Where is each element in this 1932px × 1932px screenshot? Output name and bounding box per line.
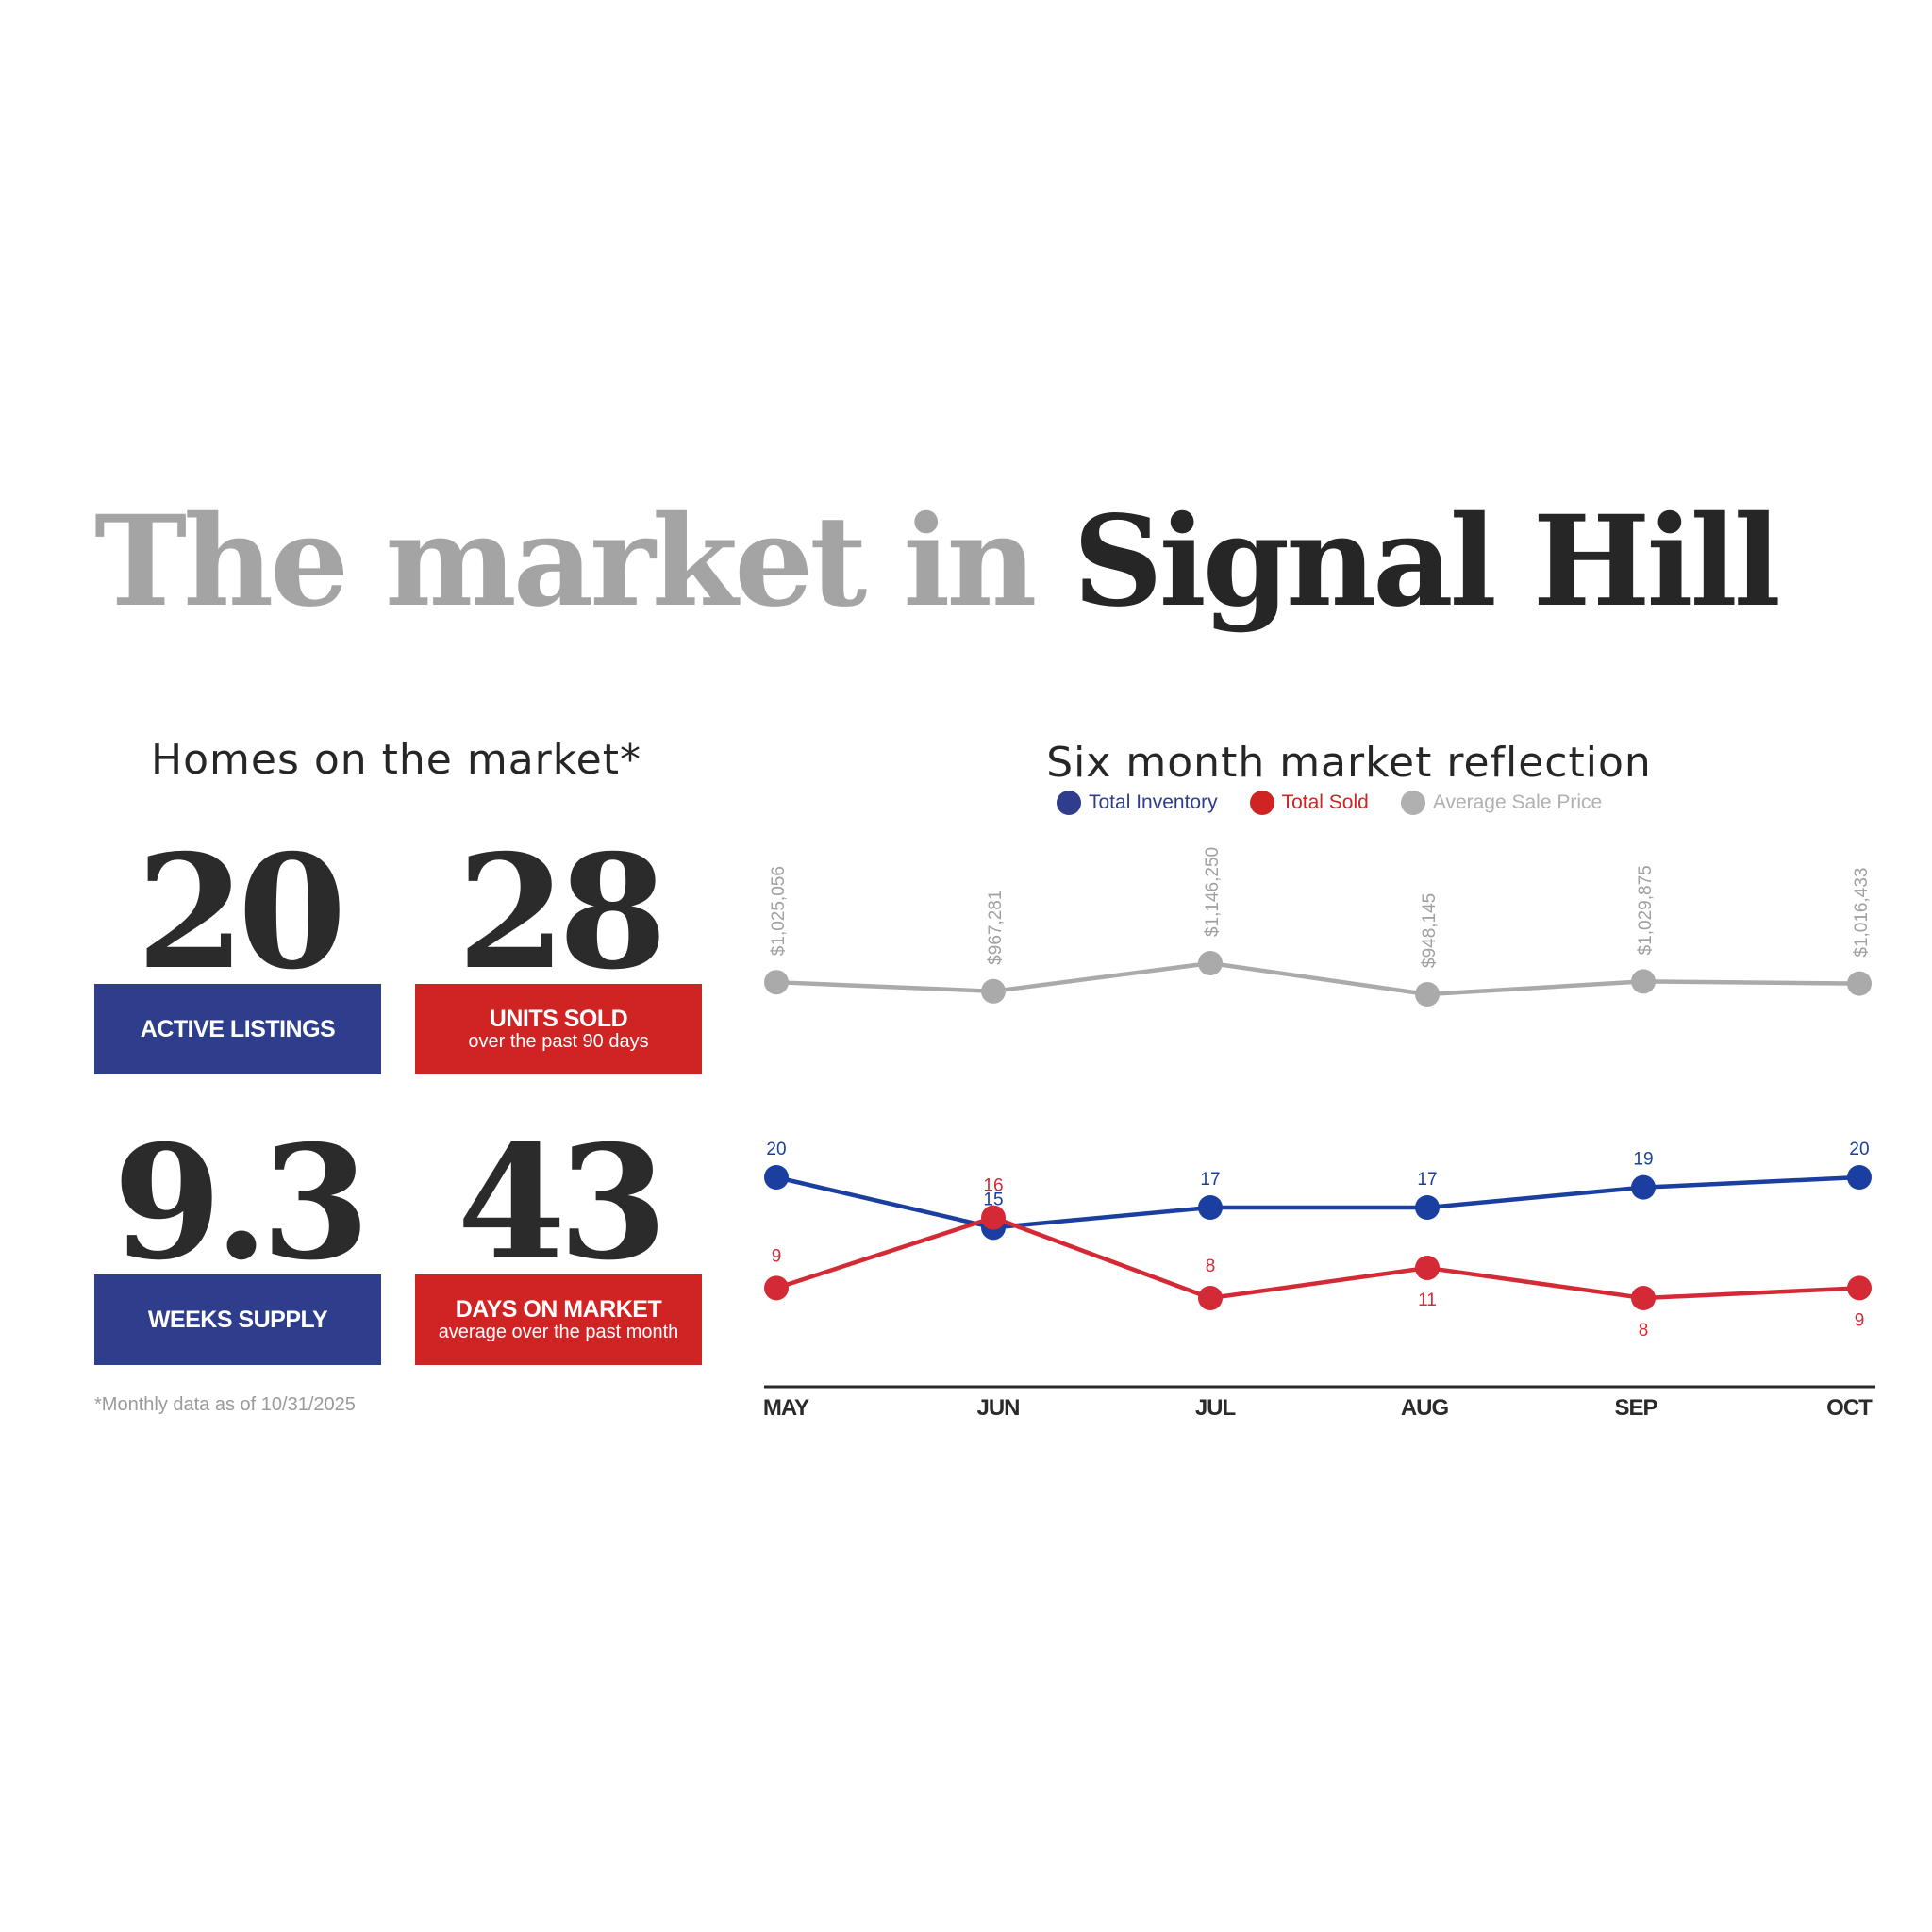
- legend-label: Average Sale Price: [1432, 791, 1603, 813]
- headline-prefix: The market in: [94, 489, 1037, 635]
- stat-label-box: ACTIVE LISTINGS: [94, 984, 381, 1074]
- x-tick-label: AUG: [1401, 1395, 1449, 1421]
- price-data-label: $1,016,433: [1852, 868, 1872, 958]
- x-tick-label: SEP: [1614, 1395, 1657, 1421]
- stat-label-box: UNITS SOLD over the past 90 days: [415, 984, 702, 1074]
- stat-active-listings: 20 ACTIVE LISTINGS: [94, 835, 381, 1074]
- legend-dot-icon: [1400, 791, 1425, 815]
- price-data-label: $1,146,250: [1203, 847, 1223, 937]
- sold-data-label: 8: [1206, 1257, 1216, 1276]
- x-tick-label: MAY: [763, 1395, 809, 1421]
- inventory-data-label: 17: [1417, 1170, 1437, 1190]
- price-data-label: $1,029,875: [1636, 865, 1656, 955]
- inventory-data-label: 17: [1200, 1170, 1220, 1190]
- headline-place: Signal Hill: [1073, 489, 1781, 635]
- stat-sublabel: average over the past month: [438, 1322, 679, 1343]
- legend-item-price: Average Sale Price: [1400, 791, 1603, 815]
- stat-value: 43: [457, 1111, 667, 1295]
- price-data-label: $1,025,056: [769, 866, 789, 956]
- x-tick-label: JUL: [1195, 1395, 1236, 1421]
- sold-data-label: 11: [1418, 1291, 1437, 1310]
- sold-data-label: 9: [1855, 1310, 1865, 1330]
- sold-data-label: 9: [772, 1246, 782, 1266]
- legend-dot-icon: [1249, 791, 1274, 815]
- price-point: [1198, 951, 1223, 975]
- stat-days-on-market: 43 DAYS ON MARKET average over the past …: [415, 1125, 702, 1365]
- sold-point: [1847, 1275, 1872, 1301]
- sold-point: [1198, 1286, 1223, 1310]
- homes-title: Homes on the market*: [151, 736, 641, 784]
- stat-label: WEEKS SUPPLY: [147, 1306, 328, 1333]
- inventory-line: [775, 1174, 1860, 1230]
- inventory-point: [1198, 1195, 1223, 1220]
- stat-weeks-supply: 9.3 WEEKS SUPPLY: [94, 1125, 381, 1365]
- stat-sublabel: over the past 90 days: [468, 1031, 649, 1053]
- price-line: [775, 960, 1860, 997]
- price-data-label: $948,145: [1420, 893, 1440, 968]
- legend-label: Total Sold: [1281, 791, 1369, 813]
- inventory-point: [1847, 1165, 1872, 1190]
- stat-label: DAYS ON MARKET: [455, 1295, 662, 1323]
- legend-item-sold: Total Sold: [1249, 791, 1369, 815]
- stat-label: ACTIVE LISTINGS: [140, 1015, 336, 1042]
- sold-point: [1415, 1256, 1440, 1280]
- x-tick-label: JUN: [976, 1395, 1019, 1421]
- chart-title: Six month market reflection: [1046, 739, 1652, 787]
- price-point: [1631, 969, 1656, 994]
- price-data-label: $967,281: [986, 891, 1006, 965]
- price-point: [1415, 982, 1440, 1007]
- price-point: [981, 978, 1006, 1004]
- footnote: *Monthly data as of 10/31/2025: [94, 1394, 356, 1415]
- stat-value: 20: [136, 821, 346, 1005]
- stat-units-sold: 28 UNITS SOLD over the past 90 days: [415, 835, 702, 1074]
- sold-line: [775, 1215, 1860, 1301]
- sold-point: [1631, 1286, 1656, 1310]
- sold-data-label: 8: [1639, 1321, 1649, 1341]
- price-point: [764, 970, 789, 995]
- sold-data-label: 16: [983, 1176, 1003, 1196]
- stat-value: 9.3: [112, 1111, 371, 1295]
- inventory-point: [1631, 1174, 1656, 1200]
- inventory-data-label: 20: [1849, 1140, 1869, 1159]
- stat-value: 28: [457, 821, 667, 1005]
- x-tick-label: OCT: [1826, 1395, 1873, 1421]
- inventory-data-label: 15: [983, 1190, 1003, 1209]
- inventory-point: [764, 1165, 789, 1190]
- price-point: [1847, 971, 1872, 996]
- inventory-data-label: 19: [1633, 1150, 1653, 1170]
- sold-point: [764, 1275, 789, 1301]
- stat-label-box: WEEKS SUPPLY: [94, 1274, 381, 1365]
- stat-label-box: DAYS ON MARKET average over the past mon…: [415, 1274, 702, 1365]
- inventory-data-label: 20: [766, 1140, 786, 1159]
- chart-legend: Total Inventory Total Sold Average Sale …: [1057, 791, 1602, 815]
- legend-item-inventory: Total Inventory: [1057, 791, 1218, 815]
- legend-label: Total Inventory: [1089, 791, 1218, 813]
- headline: The market in Signal Hill: [94, 500, 1781, 625]
- inventory-point: [1415, 1195, 1440, 1220]
- stat-label: UNITS SOLD: [489, 1005, 628, 1032]
- legend-dot-icon: [1057, 791, 1081, 815]
- sold-point: [981, 1205, 1006, 1230]
